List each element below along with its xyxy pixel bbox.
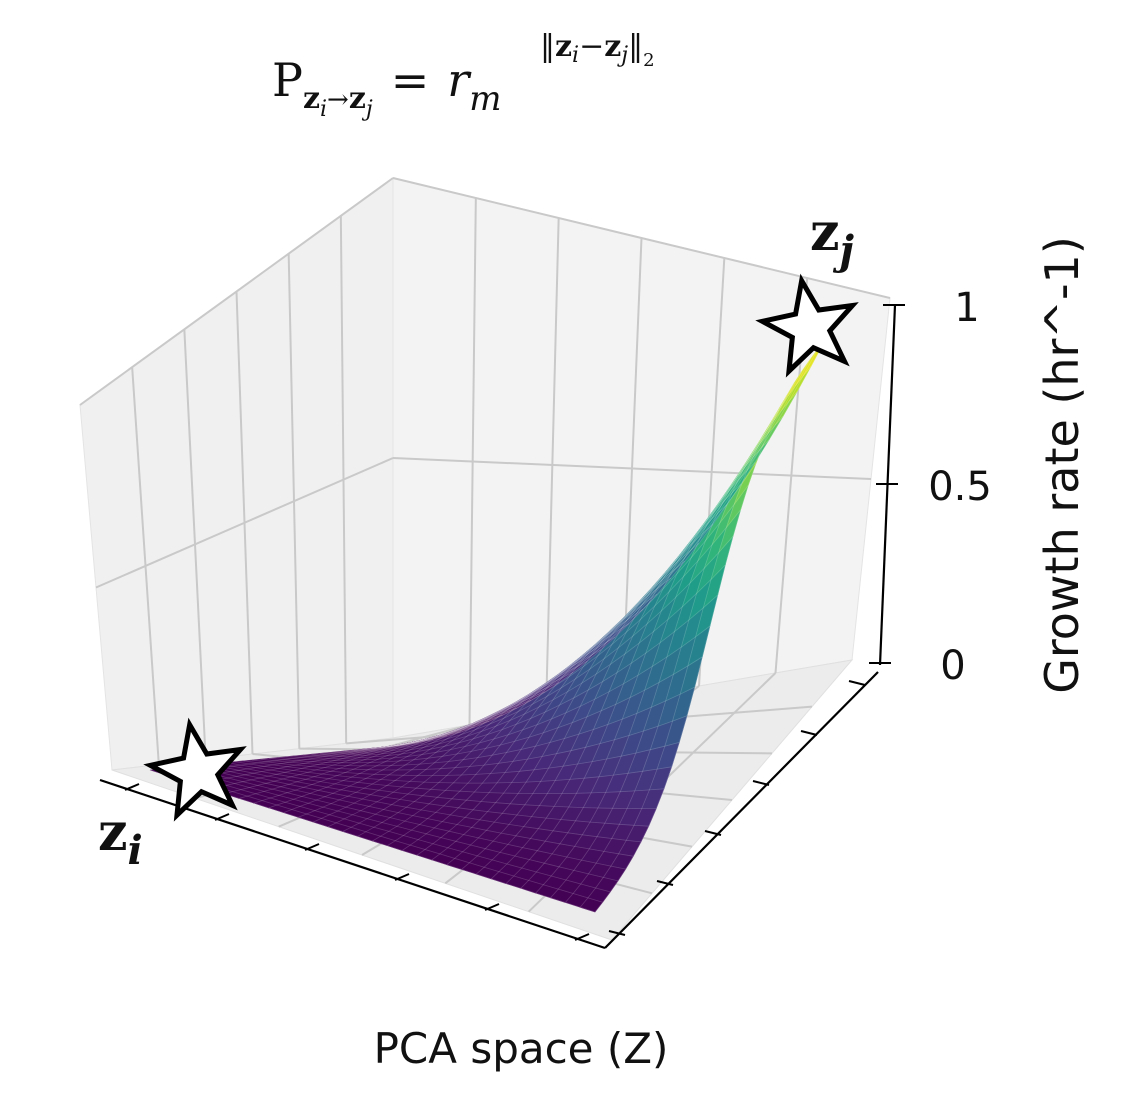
mesh-line <box>353 409 780 751</box>
mesh-line <box>243 742 680 776</box>
mesh-line <box>342 661 588 832</box>
mesh-line <box>404 339 826 746</box>
mesh-line <box>446 560 686 866</box>
mesh-line <box>313 682 560 823</box>
mesh-line <box>362 395 788 750</box>
mesh-line <box>209 763 649 827</box>
mesh-line <box>234 761 672 784</box>
mesh-line <box>336 443 765 753</box>
x-tick <box>394 873 410 881</box>
mesh-line <box>461 542 700 870</box>
grid-line <box>392 177 891 299</box>
mesh-line <box>194 735 448 785</box>
mesh-line <box>283 699 532 813</box>
marker-label-zi: zi <box>98 802 143 874</box>
mesh-line <box>226 762 665 794</box>
mesh-line <box>311 509 742 755</box>
y-tick <box>800 730 818 736</box>
marker-label-zj: zj <box>810 202 855 274</box>
title-exponent: ‖zi−zj‖2 <box>540 29 655 71</box>
mesh-line <box>357 649 602 837</box>
z-axis-label: Growth rate (hr^-1) <box>1035 236 1089 694</box>
mesh-line <box>328 462 757 753</box>
mesh-line <box>302 536 734 756</box>
mesh-line <box>416 593 658 856</box>
mesh-line <box>505 483 742 884</box>
mesh-line <box>268 707 518 809</box>
mesh-line <box>253 714 504 804</box>
mesh-line <box>251 715 688 771</box>
x-tick <box>484 903 500 911</box>
y-tick <box>704 830 722 836</box>
mesh-line <box>476 524 714 875</box>
x-tick <box>304 843 320 851</box>
mesh-line <box>387 623 630 847</box>
mesh-line <box>396 349 818 747</box>
mesh-line <box>166 767 611 893</box>
z-ticks: 00.51 <box>869 285 992 689</box>
markers <box>143 273 859 822</box>
surface-mesh <box>149 339 826 913</box>
x-tick <box>124 783 140 791</box>
mesh-line <box>209 731 462 790</box>
mesh-line <box>294 564 726 758</box>
axis-line <box>604 671 879 949</box>
mesh-line <box>183 766 626 870</box>
mesh-line <box>327 672 574 828</box>
z-tick-label: 1 <box>954 285 979 331</box>
mesh-line <box>520 462 756 889</box>
mesh-line <box>550 416 784 899</box>
mesh-line <box>238 720 490 799</box>
mesh-line <box>158 768 603 903</box>
star-marker-zj <box>755 273 859 378</box>
mesh-line <box>192 765 634 857</box>
mesh-line <box>579 366 812 908</box>
mesh-line <box>387 359 811 748</box>
mesh-line <box>594 339 826 913</box>
grid-line <box>95 457 394 589</box>
mesh-line <box>490 504 728 880</box>
mesh-line <box>285 594 718 759</box>
x-tick <box>574 933 590 941</box>
z-tick-label: 0 <box>940 643 965 689</box>
y-tick <box>848 680 866 686</box>
star-marker-zi <box>143 717 247 822</box>
mesh-line <box>224 726 476 795</box>
x-tick <box>214 813 230 821</box>
y-tick <box>656 880 674 886</box>
y-tick <box>608 930 626 936</box>
z-tick-label: 0.5 <box>928 464 992 510</box>
mesh-line <box>379 370 803 748</box>
mesh-line <box>217 762 657 809</box>
mesh-line <box>431 577 672 861</box>
mesh-line <box>535 439 770 894</box>
mesh-line <box>370 382 795 749</box>
y-tick <box>752 780 770 786</box>
mesh-line <box>175 767 619 882</box>
chart-title: Pzi→zj= rm <box>272 53 502 122</box>
mesh-line <box>372 636 616 842</box>
mesh-line <box>200 764 642 843</box>
mesh-line <box>260 686 695 767</box>
mesh-line <box>298 691 546 818</box>
mesh-line <box>277 625 711 761</box>
mesh-line <box>319 484 749 754</box>
mesh-line <box>345 425 772 752</box>
mesh-line <box>268 656 703 764</box>
x-axis-label: PCA space (Z) <box>374 1024 669 1073</box>
mesh-line <box>564 391 798 903</box>
grid-line <box>79 177 394 406</box>
mesh-line <box>401 608 644 851</box>
grid-line <box>392 457 872 480</box>
